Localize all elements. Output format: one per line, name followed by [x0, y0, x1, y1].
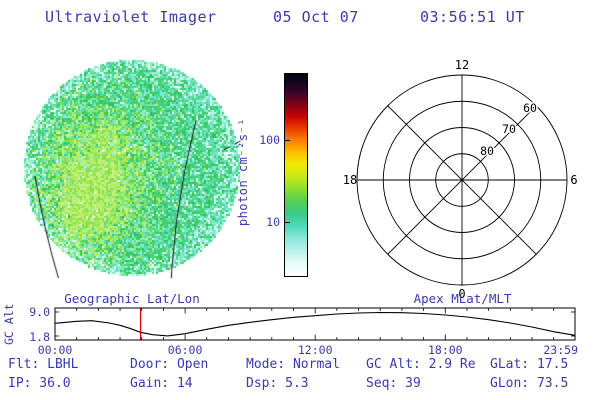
header-date: 05 Oct 07: [273, 8, 359, 26]
colorbar-axis-label: photon cm⁻²s⁻¹: [236, 118, 250, 226]
polar-mlat-label-80: 80: [480, 144, 494, 158]
gc-xtick-label: 00:00: [38, 343, 73, 357]
colorbar-tick-100: 100: [252, 133, 280, 147]
status-ip: IP: 36.0: [8, 376, 71, 391]
polar-mlt-label-6: 6: [570, 173, 577, 187]
uv-disk-image: [22, 58, 242, 278]
status-flt: Flt: LBHL: [8, 357, 78, 372]
colorbar: [284, 73, 308, 277]
gc-xtick-label: 06:00: [168, 343, 203, 357]
gc-xtick-labels: 00:00 06:00 12:00 18:00 23:59: [38, 343, 578, 357]
gc-ytick-max: 9.0: [29, 305, 50, 319]
gc-ytick-min: 1.8: [29, 330, 50, 344]
status-dsp: Dsp: 5.3: [246, 376, 309, 391]
gc-axis-ticks: [55, 308, 575, 340]
polar-plot: 12 0 18 6 80 70 60: [340, 55, 590, 305]
polar-mlt-label-18: 18: [343, 173, 357, 187]
gc-xtick-label: 23:59: [543, 343, 578, 357]
status-gain: Gain: 14: [130, 376, 193, 391]
status-glat: GLat: 17.5: [490, 357, 568, 372]
gc-alt-plot: 9.0 1.8 GC Alt 00:00 06:00 12:00 18:00 23:59: [0, 303, 600, 359]
colorbar-tick-mark: [285, 140, 290, 141]
header-time: 03:56:51 UT: [420, 8, 525, 26]
gc-xtick-label: 18:00: [428, 343, 463, 357]
gc-ylabel: GC Alt: [2, 303, 16, 345]
colorbar-tick-10: 10: [252, 215, 280, 229]
polar-mlat-label-70: 70: [502, 122, 516, 136]
status-gc-alt: GC Alt: 2.9 Re: [366, 357, 476, 372]
status-door: Door: Open: [130, 357, 208, 372]
app-title: Ultraviolet Imager: [45, 8, 217, 26]
gc-alt-curve: [55, 313, 575, 336]
gc-xtick-label: 12:00: [298, 343, 333, 357]
polar-mlat-label-60: 60: [523, 101, 537, 115]
colorbar-tick-mark: [285, 222, 290, 223]
polar-mlt-label-12: 12: [455, 58, 469, 72]
status-mode: Mode: Normal: [246, 357, 340, 372]
uvi-display: { "header": { "title": "Ultraviolet Imag…: [0, 0, 600, 400]
status-glon: GLon: 73.5: [490, 376, 568, 391]
status-seq: Seq: 39: [366, 376, 421, 391]
